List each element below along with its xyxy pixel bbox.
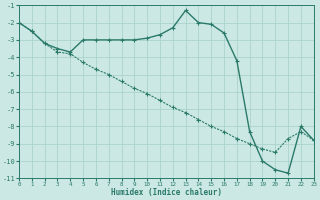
X-axis label: Humidex (Indice chaleur): Humidex (Indice chaleur) [111,188,222,197]
